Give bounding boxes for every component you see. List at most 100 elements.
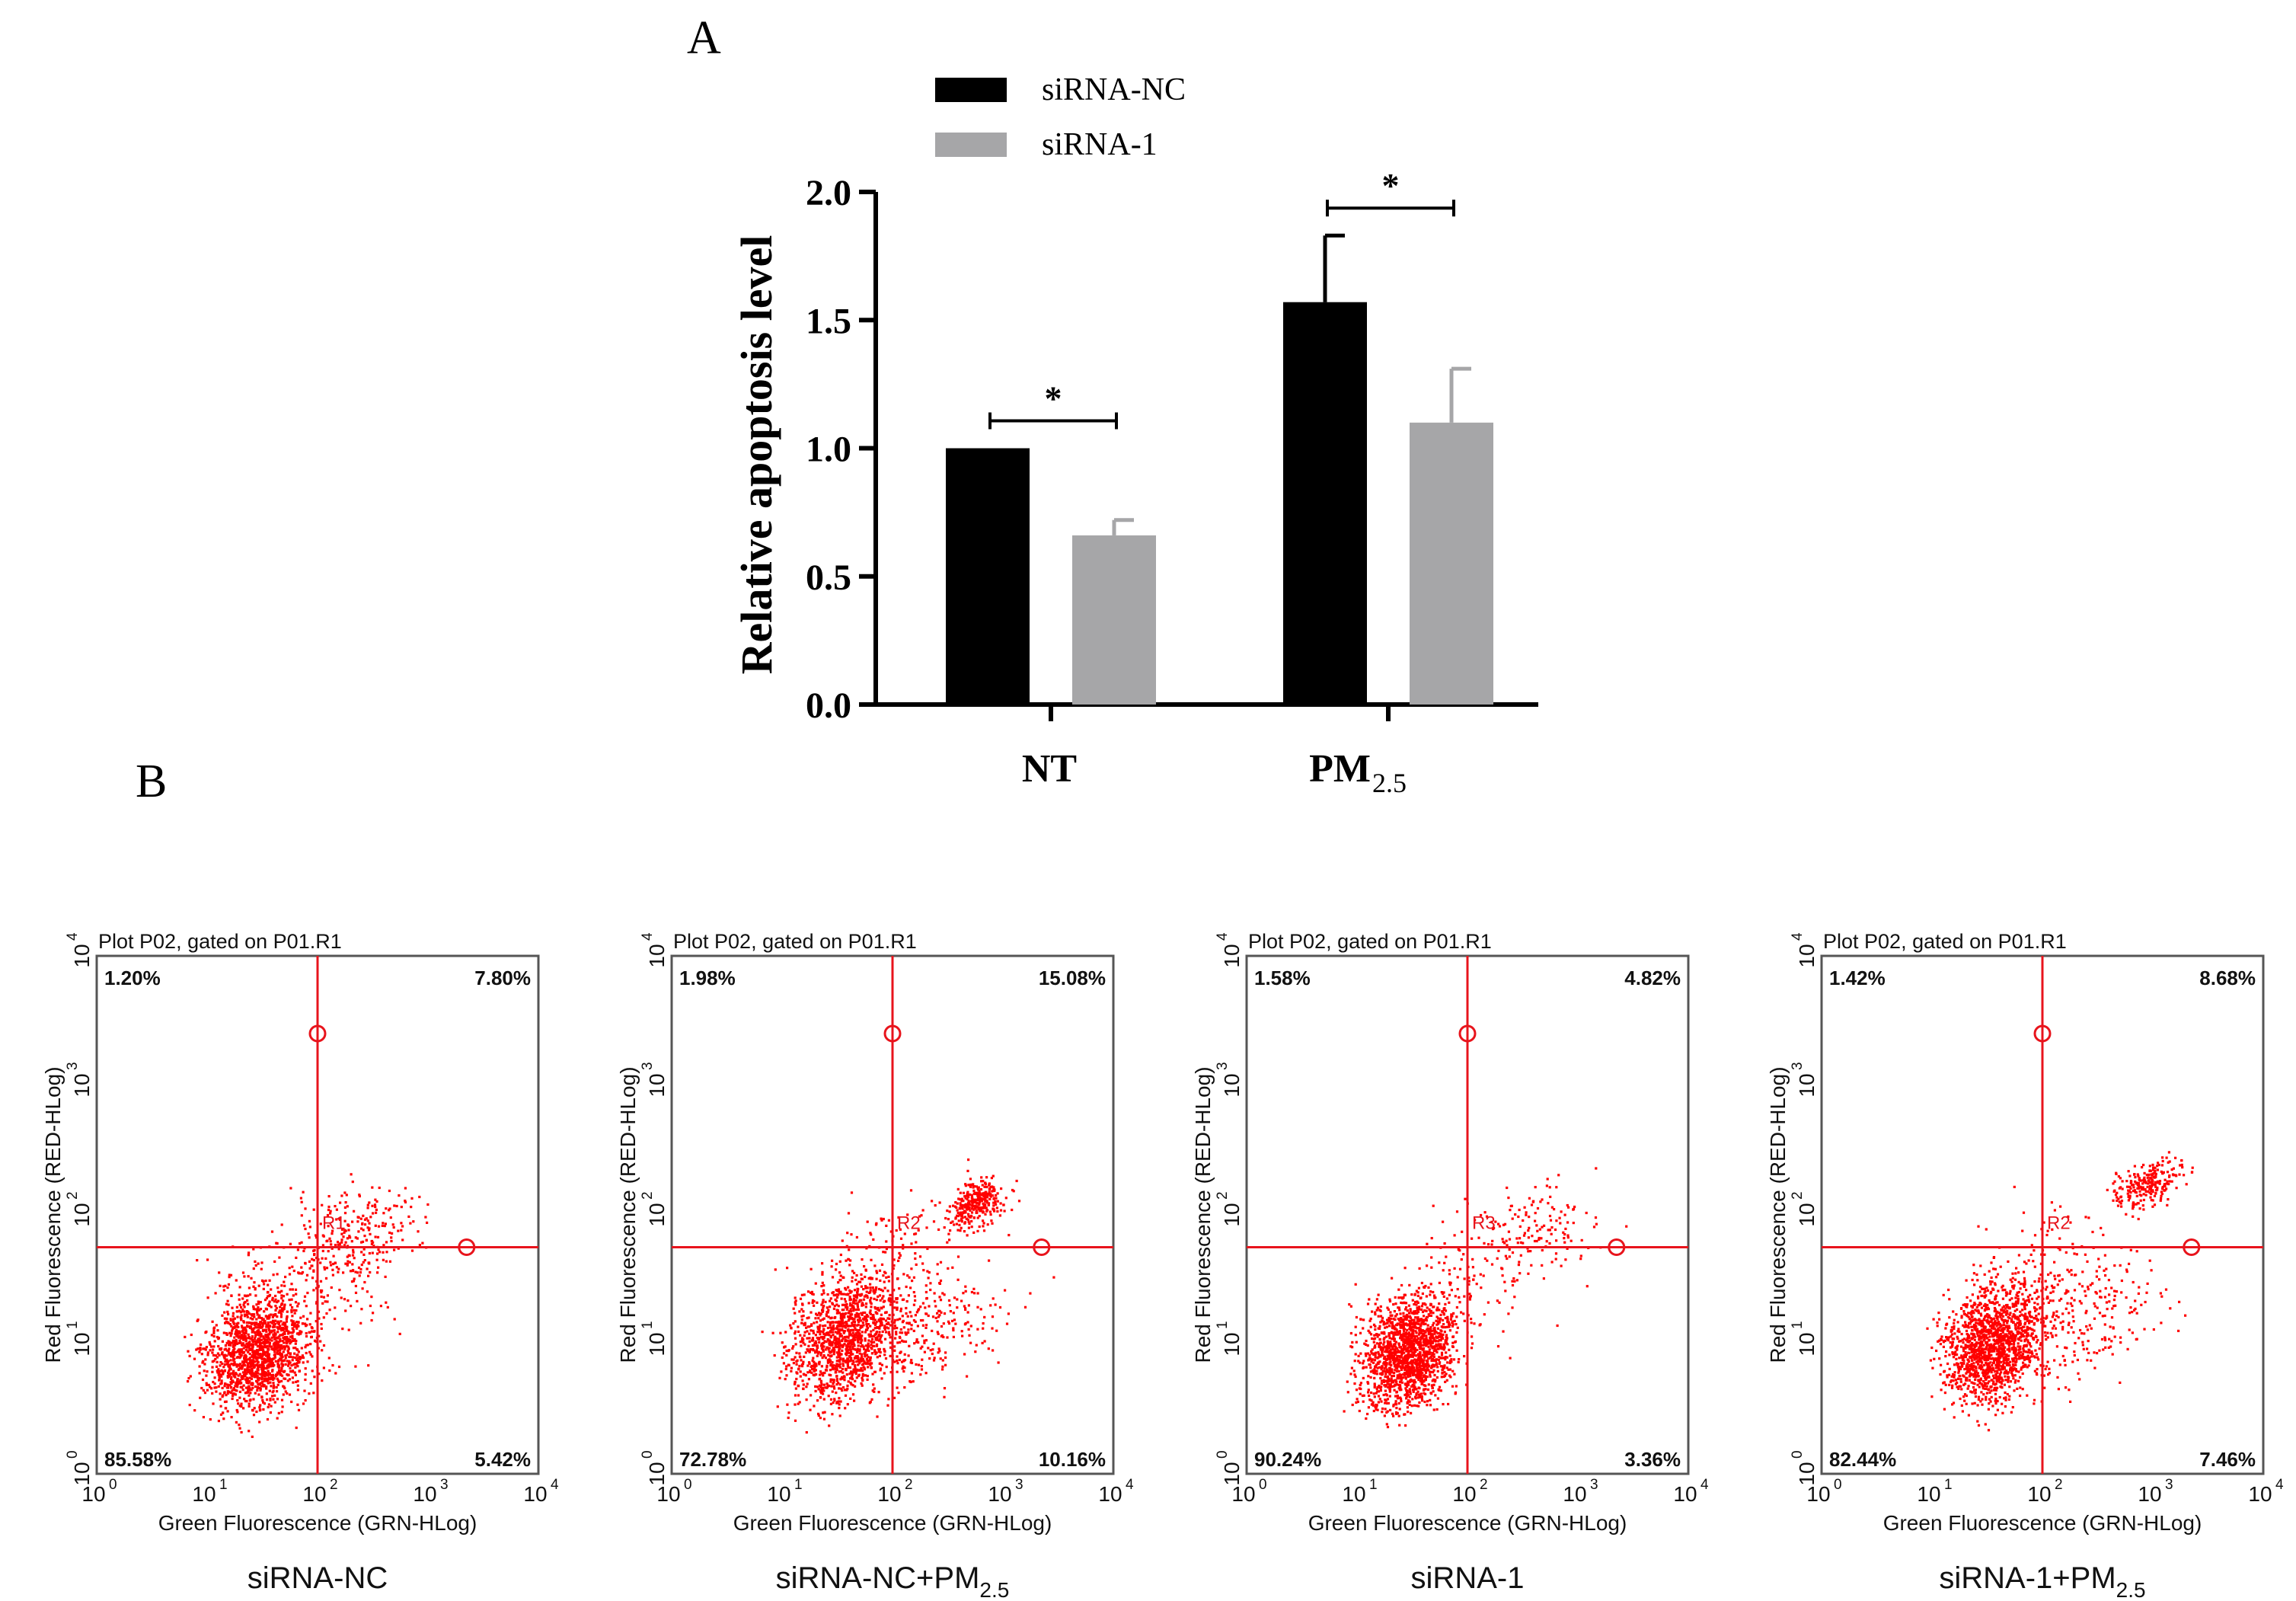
scatter-point bbox=[1429, 1328, 1432, 1331]
scatter-point bbox=[967, 1200, 970, 1203]
scatter-point bbox=[825, 1341, 828, 1344]
scatter-point bbox=[974, 1204, 977, 1207]
scatter-point bbox=[277, 1359, 280, 1362]
scatter-point bbox=[838, 1414, 841, 1417]
scatter-point bbox=[870, 1340, 873, 1344]
scatter-point bbox=[812, 1357, 815, 1360]
scatter-point bbox=[398, 1194, 401, 1197]
scatter-point bbox=[311, 1369, 314, 1373]
scatter-point bbox=[257, 1349, 260, 1352]
scatter-point bbox=[1439, 1317, 1442, 1320]
scatter-point bbox=[357, 1216, 360, 1219]
y-tick-exponent: 0 bbox=[65, 1450, 81, 1459]
scatter-point bbox=[947, 1299, 951, 1302]
scatter-point bbox=[253, 1340, 256, 1343]
scatter-point bbox=[803, 1293, 806, 1296]
scatter-point bbox=[845, 1321, 848, 1324]
scatter-point bbox=[967, 1215, 970, 1218]
scatter-point bbox=[261, 1325, 264, 1328]
scatter-point bbox=[928, 1357, 931, 1360]
scatter-point bbox=[340, 1296, 343, 1299]
scatter-point bbox=[283, 1385, 286, 1388]
scatter-point bbox=[858, 1369, 861, 1372]
scatter-point bbox=[250, 1388, 253, 1392]
scatter-point bbox=[304, 1367, 307, 1370]
scatter-point bbox=[939, 1299, 943, 1302]
scatter-point bbox=[819, 1319, 822, 1322]
scatter-point bbox=[835, 1262, 838, 1266]
scatter-point bbox=[896, 1341, 899, 1344]
scatter-point bbox=[860, 1273, 863, 1276]
scatter-point bbox=[410, 1206, 413, 1209]
scatter-point bbox=[941, 1359, 944, 1362]
scatter-point bbox=[1420, 1331, 1423, 1334]
scatter-point bbox=[842, 1331, 845, 1334]
scatter-point bbox=[985, 1199, 988, 1203]
scatter-point bbox=[213, 1382, 216, 1385]
scatter-point bbox=[298, 1369, 301, 1373]
scatter-point bbox=[860, 1382, 863, 1385]
scatter-point bbox=[233, 1353, 236, 1357]
scatter-point bbox=[923, 1341, 926, 1344]
scatter-point bbox=[988, 1197, 992, 1200]
scatter-point bbox=[241, 1297, 244, 1300]
scatter-point bbox=[241, 1335, 244, 1338]
scatter-point bbox=[854, 1355, 857, 1358]
scatter-point bbox=[1405, 1397, 1408, 1400]
scatter-point bbox=[918, 1215, 921, 1218]
scatter-point bbox=[240, 1402, 243, 1405]
scatter-point bbox=[203, 1363, 206, 1366]
scatter-point bbox=[273, 1334, 276, 1337]
scatter-point bbox=[872, 1318, 875, 1321]
scatter-point bbox=[312, 1330, 315, 1333]
scatter-point bbox=[859, 1280, 862, 1283]
scatter-point bbox=[1396, 1397, 1399, 1400]
scatter-point bbox=[240, 1430, 243, 1434]
scatter-point bbox=[853, 1344, 856, 1347]
scatter-point bbox=[815, 1345, 819, 1348]
scatter-point bbox=[795, 1363, 798, 1366]
scatter-point bbox=[822, 1331, 825, 1334]
scatter-point bbox=[279, 1325, 282, 1328]
scatter-point bbox=[331, 1364, 334, 1367]
scatter-point bbox=[875, 1299, 878, 1302]
scatter-point bbox=[327, 1205, 331, 1209]
scatter-point bbox=[884, 1271, 887, 1274]
scatter-point bbox=[1410, 1371, 1413, 1374]
scatter-point bbox=[818, 1330, 821, 1333]
scatter-point bbox=[262, 1318, 265, 1321]
scatter-point bbox=[847, 1311, 850, 1315]
scatter-point bbox=[263, 1374, 267, 1378]
scatter-point bbox=[837, 1344, 840, 1347]
scatter-point bbox=[330, 1243, 333, 1246]
scatter-point bbox=[213, 1376, 216, 1379]
scatter-point bbox=[771, 1331, 774, 1334]
scatter-point bbox=[217, 1337, 220, 1341]
scatter-point bbox=[285, 1344, 288, 1347]
scatter-point bbox=[257, 1324, 260, 1327]
scatter-point bbox=[848, 1304, 852, 1307]
scatter-point bbox=[848, 1298, 851, 1301]
scatter-point bbox=[224, 1347, 227, 1350]
scatter-point bbox=[838, 1352, 841, 1355]
scatter-point bbox=[857, 1363, 860, 1366]
scatter-point bbox=[288, 1355, 291, 1359]
scatter-point bbox=[289, 1242, 292, 1245]
scatter-point bbox=[219, 1347, 222, 1350]
scatter-point bbox=[839, 1400, 842, 1403]
y-tick-label: 0.0 bbox=[806, 685, 851, 726]
scatter-point bbox=[326, 1300, 329, 1303]
scatter-point bbox=[319, 1280, 323, 1283]
scatter-point bbox=[827, 1309, 830, 1312]
scatter-point bbox=[905, 1306, 908, 1310]
scatter-point bbox=[836, 1311, 840, 1315]
scatter-point bbox=[319, 1261, 322, 1264]
scatter-point bbox=[212, 1360, 216, 1363]
scatter-point bbox=[343, 1206, 346, 1209]
scatter-point bbox=[1419, 1347, 1422, 1350]
scatter-point bbox=[274, 1347, 277, 1350]
scatter-point bbox=[280, 1302, 284, 1305]
scatter-point bbox=[835, 1303, 838, 1306]
scatter-point bbox=[838, 1397, 841, 1400]
scatter-point bbox=[853, 1333, 856, 1336]
